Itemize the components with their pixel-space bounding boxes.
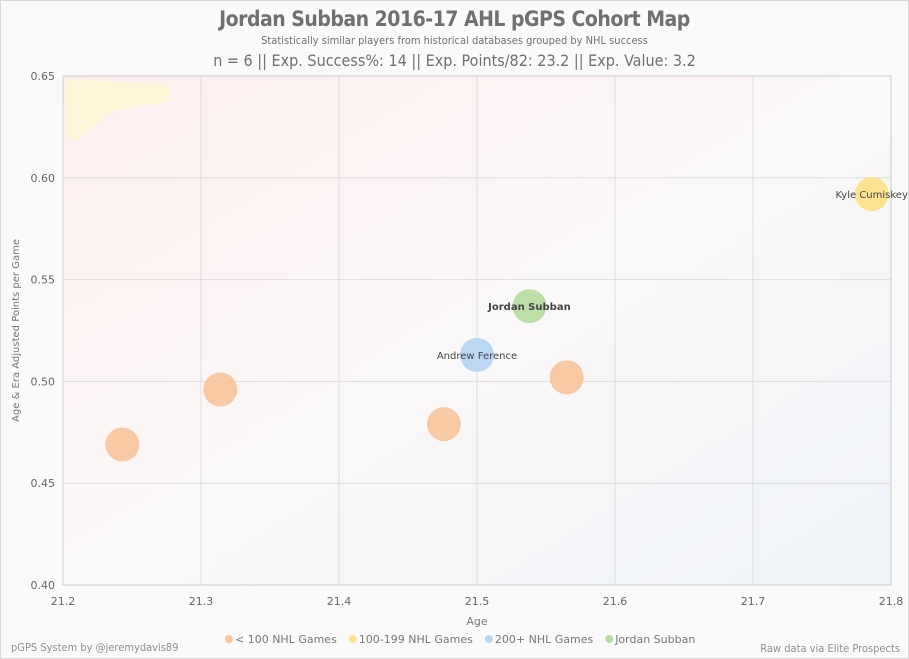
point-label: Jordan Subban <box>487 302 571 313</box>
data-point <box>426 407 461 442</box>
data-point <box>460 337 494 372</box>
data-point <box>549 360 584 395</box>
legend-marker <box>484 635 493 643</box>
x-tick-label: 21.5 <box>465 595 490 608</box>
footer-credit: pGPS System by @jeremydavis89 <box>11 641 179 654</box>
stats-line: n = 6 || Exp. Success%: 14 || Exp. Point… <box>213 51 696 70</box>
x-tick-label: 21.2 <box>51 595 76 608</box>
legend-marker <box>348 635 357 643</box>
data-point <box>512 289 547 324</box>
point-label: Andrew Ference <box>437 351 517 362</box>
y-tick-label: 0.45 <box>31 477 56 490</box>
y-tick-label: 0.55 <box>31 274 56 287</box>
x-tick-label: 21.4 <box>327 595 352 608</box>
legend-item: 100-199 NHL Games <box>359 633 473 646</box>
y-tick-label: 0.60 <box>31 172 56 185</box>
y-tick-label: 0.50 <box>31 375 56 388</box>
legend-item: Jordan Subban <box>614 633 695 646</box>
y-tick-label: 0.40 <box>31 579 56 592</box>
legend-marker <box>605 635 614 643</box>
footer-source: Raw data via Elite Prospects <box>760 642 900 655</box>
data-point <box>203 372 238 407</box>
legend-marker <box>225 635 233 643</box>
faint-yellow-region <box>66 79 171 141</box>
data-point <box>105 427 140 462</box>
chart-title: Jordan Subban 2016-17 AHL pGPS Cohort Ma… <box>219 7 690 31</box>
point-label: Kyle Cumiskey <box>835 190 907 201</box>
y-tick-label: 0.65 <box>31 70 56 83</box>
x-tick-label: 21.7 <box>741 595 766 608</box>
data-point <box>854 177 889 212</box>
chart-subtitle: Statistically similar players from histo… <box>261 34 648 47</box>
x-tick-label: 21.6 <box>603 595 628 608</box>
legend-item: < 100 NHL Games <box>235 633 337 646</box>
y-axis-label: Age & Era Adjusted Points per Game <box>11 239 22 422</box>
legend-item: 200+ NHL Games <box>495 633 594 646</box>
x-tick-label: 21.3 <box>189 595 214 608</box>
x-axis-label: Age <box>466 615 488 628</box>
x-tick-label: 21.8 <box>879 595 904 608</box>
